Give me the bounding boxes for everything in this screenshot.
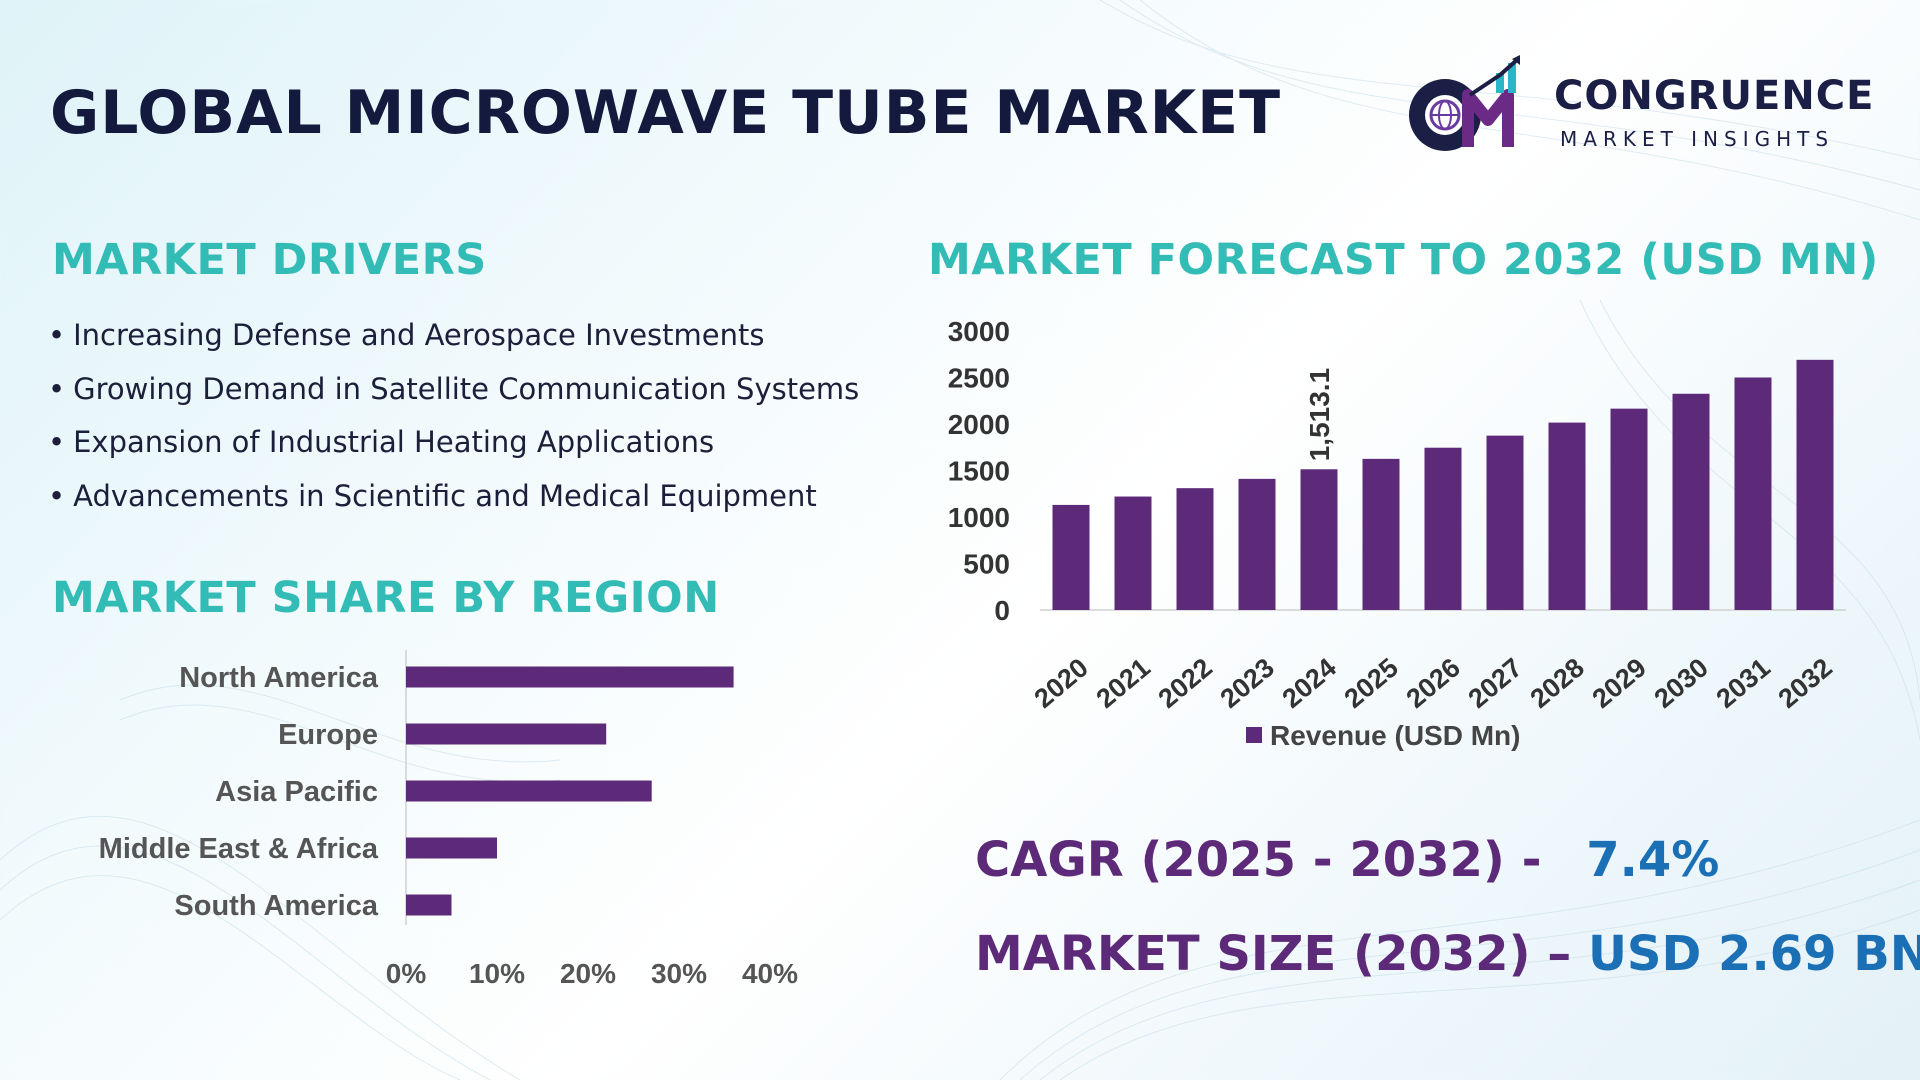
y-tick-label: 0	[994, 595, 1010, 626]
drivers-title: MARKET DRIVERS	[52, 235, 487, 285]
x-tick-label: 2027	[1463, 652, 1528, 714]
x-tick-label: 0%	[386, 958, 427, 989]
forecast-bar	[1548, 422, 1586, 610]
region-bar	[406, 837, 497, 859]
x-tick-label: 30%	[651, 958, 707, 989]
x-tick-label: 2031	[1711, 652, 1776, 714]
driver-item: • Expansion of Industrial Heating Applica…	[48, 425, 715, 459]
x-tick-label: 2025	[1339, 652, 1404, 714]
forecast-bar	[1052, 504, 1090, 610]
y-tick-label: 3000	[948, 316, 1010, 347]
forecast-bar	[1300, 469, 1338, 610]
forecast-bar	[1672, 393, 1710, 610]
x-tick-label: 2022	[1153, 652, 1218, 714]
region-label: Asia Pacific	[215, 776, 378, 808]
y-tick-label: 2000	[948, 409, 1010, 440]
driver-item: • Advancements in Scientific and Medical …	[48, 478, 817, 513]
drivers-list: • Increasing Defense and Aerospace Invest…	[48, 313, 859, 527]
x-tick-label: 2029	[1587, 652, 1652, 714]
forecast-bar	[1486, 435, 1524, 610]
region-bar	[406, 723, 607, 745]
page-title: GLOBAL MICROWAVE TUBE MARKET	[50, 78, 1282, 148]
logo-tagline: MARKET INSIGHTS	[1560, 127, 1835, 151]
x-tick-label: 2026	[1401, 652, 1466, 714]
cagr-label: CAGR (2025 - 2032) -	[975, 832, 1542, 888]
legend-label: Revenue (USD Mn)	[1270, 720, 1520, 751]
forecast-bar	[1734, 377, 1772, 610]
x-tick-label: 2028	[1525, 652, 1590, 714]
x-tick-label: 2023	[1215, 652, 1280, 714]
region-label: South America	[174, 890, 378, 922]
x-tick-label: 2020	[1029, 652, 1094, 714]
x-tick-label: 2032	[1773, 652, 1838, 714]
market-size-stat: MARKET SIZE (2032) – USD 2.69 BN	[975, 926, 1920, 982]
driver-item: • Increasing Defense and Aerospace Invest…	[48, 318, 765, 352]
forecast-bar	[1114, 496, 1152, 610]
x-tick-label: 2024	[1277, 652, 1342, 714]
y-tick-label: 1500	[948, 456, 1010, 487]
forecast-bar	[1796, 359, 1834, 610]
x-tick-label: 40%	[742, 958, 798, 989]
y-tick-label: 500	[963, 549, 1010, 580]
forecast-bar	[1610, 408, 1648, 610]
x-tick-label: 2021	[1091, 652, 1156, 714]
market-size-value: USD 2.69 BN	[1587, 926, 1920, 982]
cagr-value: 7.4%	[1586, 832, 1720, 888]
forecast-bar	[1424, 447, 1462, 610]
x-tick-label: 10%	[469, 958, 525, 989]
forecast-bar	[1238, 478, 1276, 610]
y-tick-label: 1000	[948, 502, 1010, 533]
forecast-bar	[1362, 458, 1400, 610]
data-label: 1,513.1	[1304, 368, 1335, 461]
company-logo: CONGRUENCE MARKET INSIGHTS	[1400, 55, 1880, 155]
legend-swatch	[1246, 727, 1262, 743]
forecast-title: MARKET FORECAST TO 2032 (USD MN)	[928, 235, 1879, 285]
y-tick-label: 2500	[948, 363, 1010, 394]
driver-item: • Growing Demand in Satellite Communicati…	[48, 371, 860, 406]
region-title: MARKET SHARE BY REGION	[52, 573, 720, 623]
logo-mark	[1409, 55, 1520, 151]
region-label: North America	[179, 662, 379, 694]
region-label: Middle East & Africa	[99, 833, 379, 865]
forecast-bar	[1176, 488, 1214, 610]
region-bar	[406, 666, 734, 688]
market-size-label: MARKET SIZE (2032) –	[975, 926, 1572, 982]
logo-name: CONGRUENCE	[1554, 73, 1875, 119]
region-bar	[406, 780, 652, 802]
cagr-stat: CAGR (2025 - 2032) - 7.4%	[975, 832, 1719, 888]
region-bar	[406, 894, 452, 916]
region-label: Europe	[278, 719, 378, 751]
x-tick-label: 20%	[560, 958, 616, 989]
x-tick-label: 2030	[1649, 652, 1714, 714]
